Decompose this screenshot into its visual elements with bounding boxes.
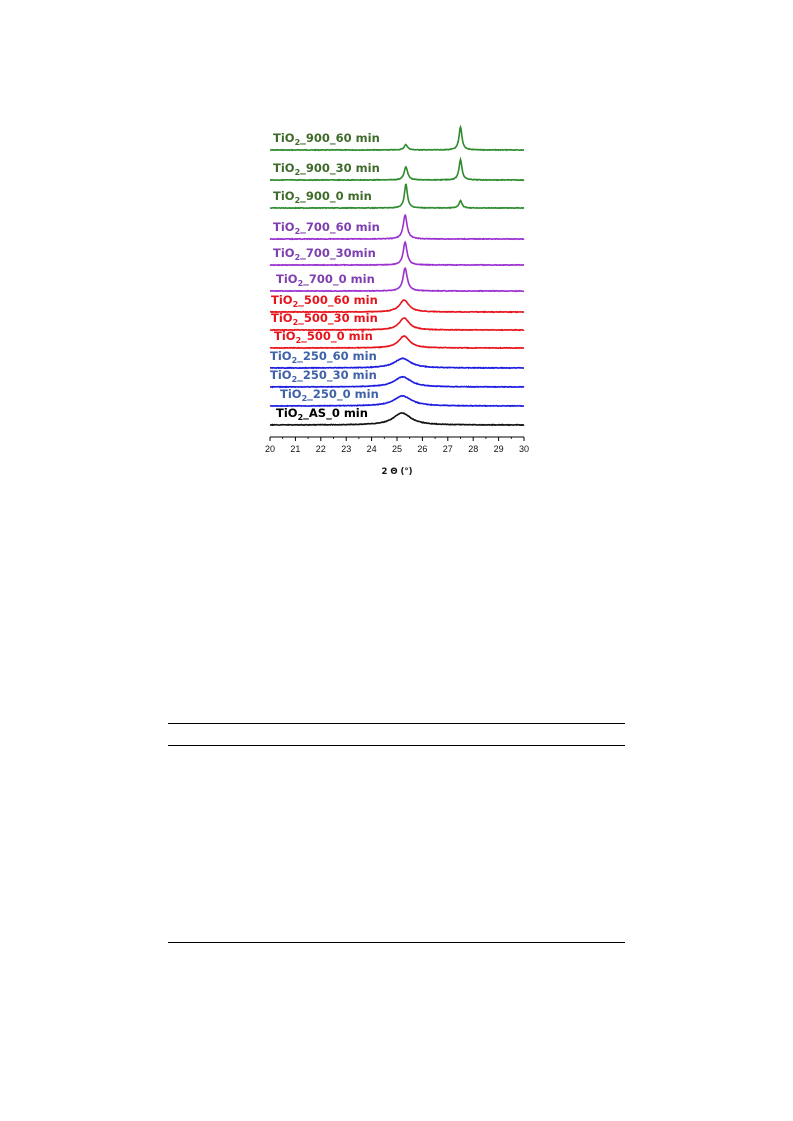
series-trace — [269, 375, 525, 389]
table-top-rule — [168, 723, 625, 724]
series-label-subscript: 2 — [298, 413, 304, 422]
x-axis-title: 2 Θ (°) — [381, 467, 412, 477]
x-tick-label: 22 — [316, 444, 326, 454]
series-trace — [269, 299, 525, 314]
series-label-main: TiO — [276, 272, 298, 286]
x-tick-label: 25 — [392, 444, 402, 454]
series-label: TiO2_250_60 min — [270, 349, 377, 365]
series-label-main: TiO — [273, 246, 295, 260]
series-trace — [269, 266, 525, 293]
x-tick-label: 23 — [341, 444, 351, 454]
series-label: TiO2_250_0 min — [280, 387, 379, 403]
series-label-subscript: 2 — [295, 196, 301, 205]
series-label: TiO2_AS_0 min — [276, 406, 368, 422]
x-tick-label: 26 — [417, 444, 427, 454]
series-trace — [269, 335, 525, 350]
series-label-rest: _250_30 min — [297, 368, 377, 383]
traces-group — [269, 124, 525, 427]
x-tick-label: 27 — [443, 444, 453, 454]
series-label: TiO2_250_30 min — [270, 368, 377, 384]
x-tick-label: 29 — [494, 444, 504, 454]
series-trace — [269, 183, 525, 210]
x-tick-label: 30 — [519, 444, 529, 454]
series-trace — [269, 394, 525, 408]
series-label: TiO2_700_30min — [273, 246, 376, 262]
series-label-rest: _500_60 min — [298, 293, 378, 308]
series-label-main: TiO — [270, 349, 292, 363]
series-label: TiO2_500_0 min — [274, 329, 373, 345]
series-label-rest: _700_30min — [300, 246, 376, 261]
series-label-main: TiO — [270, 368, 292, 382]
series-label: TiO2_500_60 min — [271, 293, 378, 309]
series-label-rest: _AS_0 min — [303, 406, 368, 421]
series-trace — [270, 357, 525, 370]
series-label: TiO2_700_0 min — [276, 272, 375, 288]
x-axis: 20 21 22 23 24 25 26 27 28 29 30 — [265, 436, 529, 454]
series-trace — [269, 156, 525, 182]
x-tick-label: 24 — [367, 444, 377, 454]
series-trace — [269, 213, 525, 241]
series-label-rest: _500_0 min — [301, 329, 373, 344]
x-tick-label: 21 — [290, 444, 300, 454]
series-label-subscript: 2 — [296, 336, 302, 345]
series-label-subscript: 2 — [295, 253, 301, 262]
series-label-rest: _700_0 min — [303, 272, 375, 287]
series-label: TiO2_900_0 min — [273, 189, 372, 205]
series-trace — [269, 124, 525, 152]
series-trace — [269, 411, 525, 427]
series-label-subscript: 2 — [302, 394, 308, 403]
series-label-subscript: 2 — [295, 168, 301, 177]
series-label-main: TiO — [273, 131, 295, 145]
series-label: TiO2_700_60 min — [273, 220, 380, 236]
series-label-rest: _900_0 min — [300, 189, 372, 204]
x-tick-label: 28 — [468, 444, 478, 454]
series-label-subscript: 2 — [298, 279, 304, 288]
series-label-rest: _700_60 min — [300, 220, 380, 235]
series-label-main: TiO — [271, 311, 293, 325]
series-label-rest: _250_60 min — [297, 349, 377, 364]
series-label-main: TiO — [273, 161, 295, 175]
series-label-main: TiO — [273, 220, 295, 234]
series-label-subscript: 2 — [292, 375, 298, 384]
series-label: TiO2_500_30 min — [271, 311, 378, 327]
series-label-main: TiO — [271, 293, 293, 307]
series-label-rest: _250_0 min — [307, 387, 379, 402]
series-label-subscript: 2 — [293, 300, 299, 309]
x-axis-ticks: 20 21 22 23 24 25 26 27 28 29 30 — [265, 437, 529, 454]
table-bottom-rule — [168, 942, 625, 943]
series-trace — [269, 316, 525, 332]
series-label-main: TiO — [280, 387, 302, 401]
series-label-subscript: 2 — [295, 138, 301, 147]
x-tick-label: 20 — [265, 444, 275, 454]
series-label-main: TiO — [273, 189, 295, 203]
table-header-rule — [168, 745, 625, 746]
series-label-main: TiO — [276, 406, 298, 420]
series-label-main: TiO — [274, 329, 296, 343]
series-label-subscript: 2 — [293, 318, 299, 327]
series-label-subscript: 2 — [292, 356, 298, 365]
series-trace — [269, 240, 525, 267]
series-label-rest: _900_60 min — [300, 131, 380, 146]
series-label-rest: _500_30 min — [298, 311, 378, 326]
series-label-rest: _900_30 min — [300, 161, 380, 176]
series-label-subscript: 2 — [295, 227, 301, 236]
series-label: TiO2_900_30 min — [273, 161, 380, 177]
series-label: TiO2_900_60 min — [273, 131, 380, 147]
